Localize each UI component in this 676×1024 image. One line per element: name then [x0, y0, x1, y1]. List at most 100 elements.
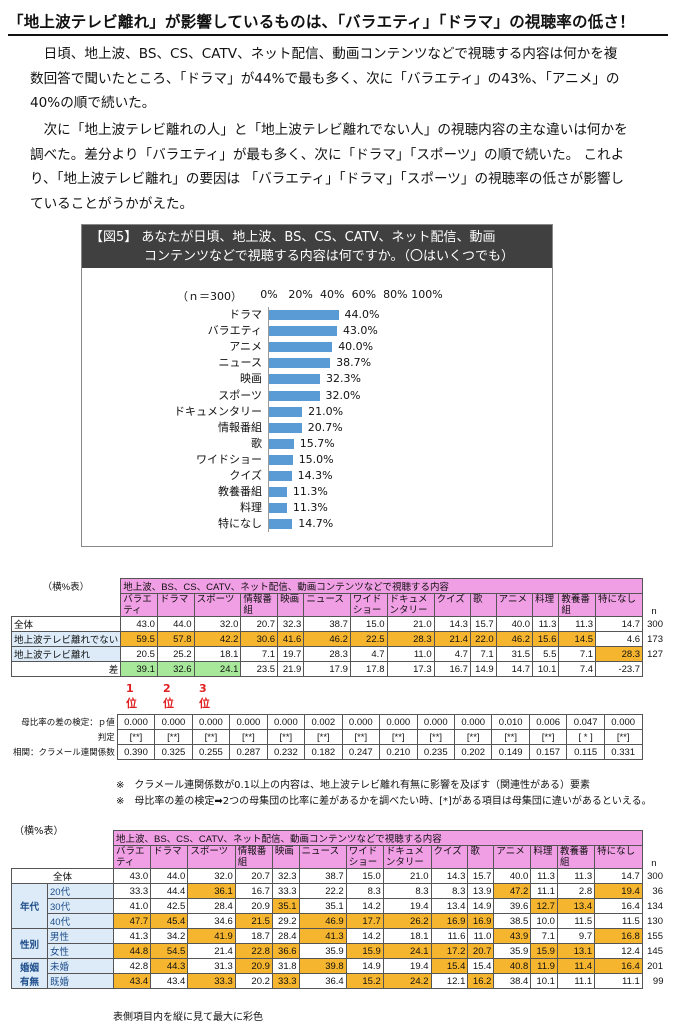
table-cell: 28.3	[303, 646, 351, 662]
table-cell: 40.0	[495, 616, 534, 632]
table-cell: 34.2	[150, 928, 189, 944]
table-cell: 13.9	[467, 883, 495, 899]
table-cell: 31.5	[495, 646, 534, 662]
table-cell: 14.9	[467, 898, 495, 914]
rank-label: 3位	[199, 682, 210, 710]
table-cell: 2.8	[556, 883, 596, 899]
table-cell: 28.4	[271, 928, 300, 944]
table-cell: 33.3	[112, 883, 152, 899]
table-cell: 16.7	[433, 661, 471, 677]
row-n: 36	[652, 885, 663, 897]
table-cell: 44.4	[150, 883, 189, 899]
group-label: 性別	[11, 928, 48, 959]
table-cell: 11.3	[558, 616, 597, 632]
table-cell: 33.3	[187, 973, 236, 989]
column-header: 情報番 組	[234, 845, 273, 869]
bar	[269, 438, 294, 449]
table-cell: 38.4	[493, 973, 532, 989]
stub-blank	[12, 594, 121, 617]
row-n: 145	[647, 945, 663, 957]
table-cell: 18.7	[234, 928, 273, 944]
table-cell: 7.1	[469, 646, 497, 662]
table3-footnote: 表側項目内を縦に見て最大に彩色	[113, 1012, 263, 1023]
stat-cell: 0.000	[416, 714, 455, 730]
spacer-cell	[642, 730, 666, 745]
stat-cell: 0.002	[304, 714, 343, 730]
stat-cell: [**]	[416, 729, 455, 745]
table-cell: 17.9	[303, 661, 351, 677]
table-cell: 29.2	[271, 913, 300, 929]
row-label: 全体	[11, 868, 114, 884]
table-cell: 43.0	[120, 616, 158, 632]
table-cell: 30.6	[240, 631, 279, 647]
stub-blank	[12, 846, 114, 869]
table-cell: 39.8	[298, 958, 347, 974]
table-cell: 14.7	[595, 616, 644, 632]
table-cell: 43.4	[150, 973, 189, 989]
column-header: 映画	[277, 593, 305, 617]
table-cell: 35.9	[298, 943, 347, 959]
stat-cell: 0.157	[528, 744, 568, 760]
data-label: 11.3%	[292, 501, 328, 515]
table-cell: 20.9	[234, 958, 273, 974]
table-cell: 21.4	[187, 943, 236, 959]
spacer-cell	[642, 745, 666, 760]
table-cell: 38.5	[493, 913, 532, 929]
row-n: 134	[647, 900, 663, 912]
stat-cell: [**]	[528, 729, 568, 745]
bar	[269, 406, 303, 417]
table-cell: 17.3	[386, 661, 435, 677]
table-cell: 16.4	[594, 898, 643, 914]
table-cell: 18.1	[382, 928, 432, 944]
table-cell: 11.3	[530, 868, 558, 884]
stat-cell: 0.000	[116, 714, 156, 730]
row-label: 地上波テレビ離れ	[10, 646, 122, 662]
stub-blank	[12, 831, 114, 846]
stat-cell: [**]	[154, 729, 193, 745]
stat-cell: 0.255	[191, 744, 231, 760]
row-label: 差	[10, 661, 122, 677]
table-cell: 11.3	[532, 616, 560, 632]
data-label: 11.3%	[292, 485, 328, 499]
chart-axis-line	[268, 307, 269, 532]
x-tick-label: 20%	[288, 288, 313, 301]
table3-stub-label: （横%表）	[14, 826, 64, 837]
table-cell: 28.3	[386, 631, 435, 647]
table-cell: 57.8	[156, 631, 195, 647]
table-cell: 7.1	[558, 646, 597, 662]
bar	[269, 422, 302, 433]
table-cell: 11.5	[594, 913, 643, 929]
category-label: 教養番組	[218, 485, 262, 499]
table-cell: 59.5	[120, 631, 158, 647]
rank-label: 1位	[126, 682, 137, 710]
table-cell: 12.7	[530, 898, 558, 914]
column-header: アニメ	[495, 593, 534, 617]
table-cell: 40.0	[493, 868, 532, 884]
table-cell: 42.2	[193, 631, 242, 647]
category-label: バラエティ	[207, 324, 262, 338]
data-label: 38.7%	[336, 356, 372, 370]
row-n: 155	[647, 930, 663, 942]
category-label: ワイドショー	[196, 452, 262, 466]
table-cell: 31.3	[187, 958, 236, 974]
data-label: 14.3%	[297, 469, 333, 482]
figure-5-chart: 【図5】 あなたが日頃、地上波、BS、CS、CATV、ネット配信、動画 コンテン…	[81, 224, 553, 547]
column-header: ドラマ	[150, 845, 189, 869]
table-cell: 44.3	[150, 958, 189, 974]
table-cell: 14.2	[345, 928, 384, 944]
stub-label: （横%表）	[42, 582, 90, 593]
category-label: アニメ	[229, 340, 262, 354]
table-cell: 21.9	[277, 661, 305, 677]
table-cell: 18.1	[193, 646, 242, 662]
group-label: 婚姻 有無	[11, 958, 48, 989]
table-cell: 8.3	[382, 883, 432, 899]
row-n: 201	[647, 960, 663, 972]
n-header: n	[651, 605, 657, 617]
stat-cell: [**]	[603, 729, 643, 745]
sample-size-label: （ｎ＝300）	[177, 290, 242, 303]
table-cell: 10.0	[530, 913, 558, 929]
table-cell: 19.4	[382, 958, 432, 974]
bar	[269, 390, 320, 401]
stat-cell: 0.000	[341, 714, 381, 730]
table-cell: 16.9	[467, 913, 495, 929]
